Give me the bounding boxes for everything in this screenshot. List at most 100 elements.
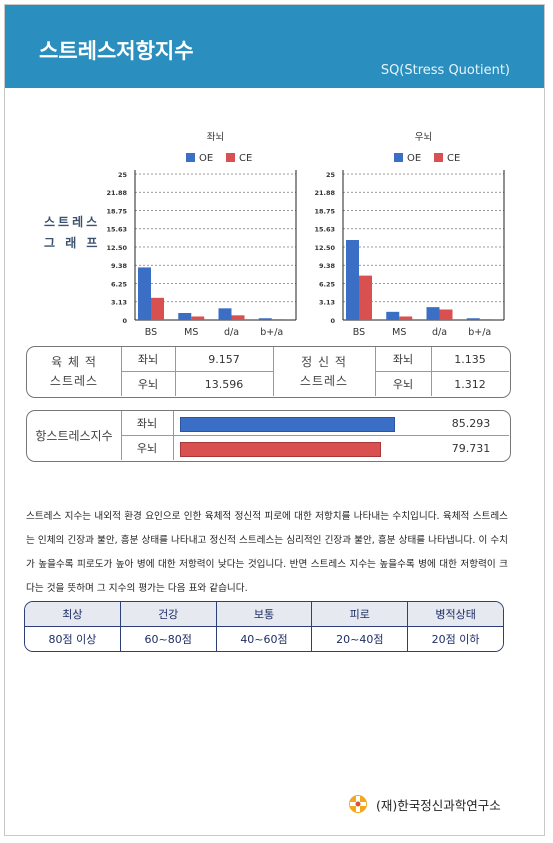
physical-right-label: 우뇌	[137, 378, 159, 391]
y-tick-label: 18.75	[314, 208, 335, 216]
legend-label-ce: CE	[447, 153, 460, 164]
grade-value-cell: 20~40점	[312, 627, 409, 651]
legend-swatch-oe	[186, 153, 195, 162]
chart-title: 우뇌	[415, 132, 432, 143]
resistance-left-value: 85.293	[451, 416, 491, 430]
mental-label-line-2: 스트레스	[299, 373, 349, 388]
grade-value-cell: 60~80점	[121, 627, 217, 651]
physical-right-value: 13.596	[204, 377, 244, 391]
bar-oe-MS	[178, 312, 192, 320]
grade-header-cell: 피로	[312, 602, 409, 626]
physical-left-value: 9.157	[208, 352, 240, 366]
bar-ce-MS	[399, 316, 413, 320]
bar-oe-ba	[466, 318, 480, 320]
chart-left-brain: 좌뇌 OE CE 0 3.13 6.25 9.38 12.50 15.63 18.75 21.88 2…	[98, 128, 308, 338]
header-banner: 스트레스저항지수 SQ(Stress Quotient)	[5, 5, 544, 88]
institute-logo-icon	[349, 795, 367, 813]
grade-table: 최상 건강 보통 피로 병적상태 80점 이상 60~80점 40~60점 20…	[24, 601, 504, 652]
mental-right-value: 1.312	[454, 377, 486, 391]
chart-right-brain: 우뇌 OE CE 0 3.13 6.25 9.38 12.50 15.63 18.75 21.88 2…	[306, 128, 516, 338]
legend-label-ce: CE	[239, 153, 252, 164]
page-title: 스트레스저항지수	[39, 39, 194, 63]
legend-swatch-ce	[434, 153, 443, 162]
resistance-table: 항스트레스지수 좌뇌 우뇌 85.293 79.731	[26, 410, 511, 462]
y-tick-label: 6.25	[319, 281, 336, 289]
graph-label-line-2: 그 래 프	[44, 236, 101, 250]
mental-right-label: 우뇌	[392, 378, 414, 391]
physical-label-line-1: 육 체 적	[51, 354, 97, 369]
grade-header-cell: 병적상태	[435, 608, 476, 621]
y-tick-label: 0	[330, 317, 335, 325]
chart-title: 좌뇌	[207, 132, 224, 143]
x-tick-label: b+/a	[260, 327, 283, 338]
bar-ce-da	[439, 309, 453, 320]
grade-value-cell: 80점 이상	[25, 627, 121, 651]
bar-oe-MS	[386, 311, 400, 320]
bar-oe-BS	[346, 239, 359, 320]
stress-graph-label: 스트레스 그 래 프	[44, 212, 104, 254]
bar-ce-ba	[271, 319, 285, 320]
y-tick-label: 6.25	[111, 281, 128, 289]
mental-left-value: 1.135	[454, 352, 486, 366]
y-tick-label: 9.38	[319, 262, 336, 270]
legend-swatch-ce	[226, 153, 235, 162]
bar-oe-da	[426, 307, 440, 320]
y-tick-label: 15.63	[314, 226, 335, 234]
page-subtitle: SQ(Stress Quotient)	[380, 63, 510, 78]
bar-oe-ba	[258, 318, 272, 320]
stress-table: 육 체 적 스트레스 좌뇌 우뇌 9.157 13.596 정 신 적 스트레스…	[26, 346, 511, 398]
resistance-right-bar	[180, 442, 382, 457]
institute-name: (재)한국정신과학연구소	[376, 797, 501, 813]
bar-oe-da	[218, 308, 232, 320]
graph-label-line-1: 스트레스	[44, 215, 101, 229]
x-tick-label: d/a	[432, 327, 447, 338]
y-tick-label: 18.75	[106, 208, 127, 216]
grade-header-cell: 최상	[25, 602, 121, 626]
grade-header-cell: 건강	[121, 602, 217, 626]
mental-stress-label: 정 신 적 스트레스	[273, 347, 375, 396]
y-tick-label: 0	[122, 317, 127, 325]
chart-right-svg: 우뇌 OE CE 0 3.13 6.25 9.38 12.50 15.63 18.75 21.88 2…	[314, 132, 505, 338]
bar-oe-BS	[138, 267, 151, 320]
y-tick-label: 3.13	[319, 299, 335, 307]
x-tick-label: BS	[145, 327, 157, 338]
x-tick-label: d/a	[224, 327, 239, 338]
legend-label-oe: OE	[407, 153, 421, 164]
y-tick-label: 25	[326, 171, 336, 179]
footer: (재)한국정신과학연구소	[348, 794, 501, 814]
y-tick-label: 12.50	[106, 244, 127, 252]
mental-left-label: 좌뇌	[392, 353, 414, 366]
bar-ce-MS	[191, 316, 205, 320]
resistance-left-label: 좌뇌	[136, 417, 158, 430]
bar-ce-BS	[359, 275, 372, 320]
grade-table-values: 80점 이상 60~80점 40~60점 20~40점 20점 이하	[25, 627, 503, 651]
mental-label-line-1: 정 신 적	[301, 354, 347, 369]
bar-ce-da	[231, 315, 245, 320]
y-tick-label: 21.88	[106, 189, 127, 197]
y-tick-label: 21.88	[314, 189, 335, 197]
chart-left-svg: 좌뇌 OE CE 0 3.13 6.25 9.38 12.50 15.63 18.75 21.88 2…	[106, 132, 297, 338]
legend-swatch-oe	[394, 153, 403, 162]
y-tick-label: 9.38	[111, 262, 128, 270]
y-tick-label: 15.63	[106, 226, 127, 234]
resistance-right-value: 79.731	[451, 441, 491, 455]
grade-table-header: 최상 건강 보통 피로 병적상태	[25, 602, 503, 626]
x-tick-label: MS	[184, 327, 198, 338]
x-tick-label: BS	[353, 327, 365, 338]
resistance-label: 항스트레스지수	[35, 429, 113, 443]
legend-label-oe: OE	[199, 153, 213, 164]
physical-stress-label: 육 체 적 스트레스	[27, 347, 121, 396]
grade-value-cell: 40~60점	[217, 627, 313, 651]
grade-value-cell: 20점 이하	[431, 633, 480, 646]
description-paragraph: 스트레스 지수는 내외적 환경 요인으로 인한 육체적 정신적 피로에 대한 저…	[26, 511, 508, 594]
physical-label-line-2: 스트레스	[49, 373, 99, 388]
physical-left-label: 좌뇌	[137, 353, 159, 366]
bar-ce-BS	[151, 297, 164, 320]
x-tick-label: MS	[392, 327, 406, 338]
y-tick-label: 12.50	[314, 244, 335, 252]
y-tick-label: 25	[118, 171, 128, 179]
resistance-right-label: 우뇌	[136, 442, 158, 455]
resistance-left-bar	[180, 417, 396, 432]
grade-header-cell: 보통	[217, 602, 313, 626]
x-tick-label: b+/a	[468, 327, 491, 338]
